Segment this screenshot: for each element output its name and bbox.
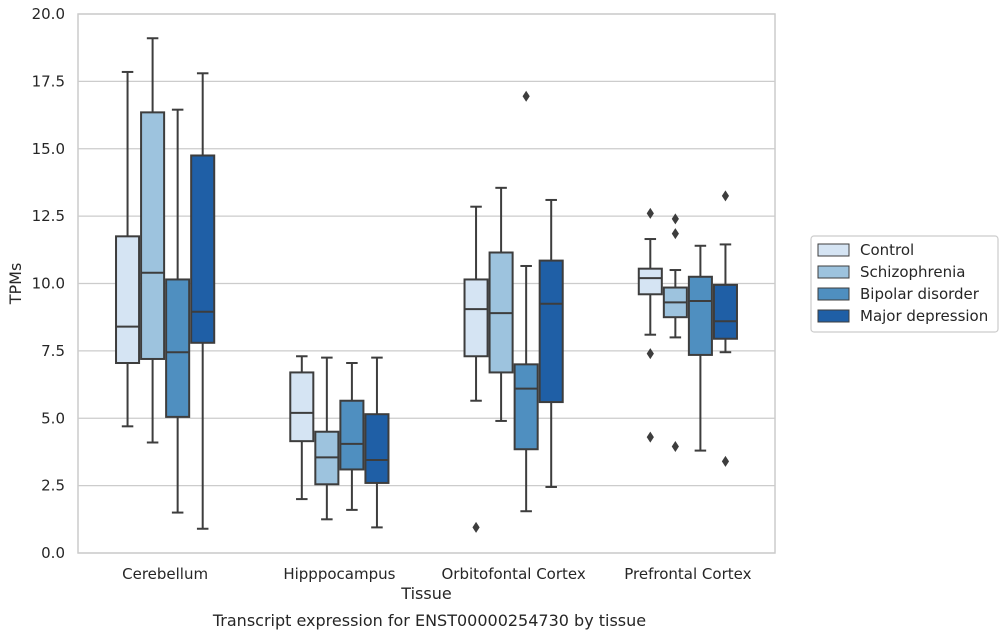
y-tick-label: 15.0 <box>32 140 65 158</box>
y-tick-label: 12.5 <box>32 207 65 225</box>
box-0-1 <box>140 37 166 444</box>
legend-label: Major depression <box>860 307 988 325</box>
box-0-0 <box>115 70 141 428</box>
box-0-2 <box>165 108 191 514</box>
box-3-2 <box>687 244 713 452</box>
outlier-point <box>721 190 730 202</box>
iqr-box <box>289 371 315 443</box>
box-1-1 <box>314 356 340 521</box>
outlier-point <box>646 431 654 443</box>
legend-label: Control <box>860 241 914 259</box>
legend-label: Bipolar disorder <box>860 285 980 303</box>
iqr-box <box>140 111 166 360</box>
box-1-3 <box>364 356 390 529</box>
boxes-layer <box>115 37 738 533</box>
iqr-box <box>513 363 539 451</box>
iqr-box <box>115 235 141 365</box>
box-3-0 <box>637 207 663 443</box>
legend-swatch <box>817 287 850 301</box>
legend-label: Schizophrenia <box>860 263 965 281</box>
y-tick-labels: 0.0 2.5 5.0 7.5 10.0 12.5 15.0 17.5 20.0 <box>32 5 65 562</box>
iqr-box <box>538 259 564 404</box>
y-tick-label: 10.0 <box>32 275 65 293</box>
iqr-box <box>364 413 390 484</box>
x-tick-labels: Cerebellum Hipppocampus Orbitofontal Corte… <box>122 565 751 583</box>
chart-title: Transcript expression for ENST0000025473… <box>212 611 646 630</box>
iqr-box <box>339 399 365 471</box>
outlier-point <box>671 441 679 453</box>
iqr-box <box>463 278 489 358</box>
y-axis-label: TPMs <box>6 263 25 306</box>
iqr-box <box>687 275 713 356</box>
box-3-3 <box>712 190 738 467</box>
outlier-point <box>646 207 654 219</box>
box-2-3 <box>538 198 564 488</box>
outlier-point <box>671 213 679 225</box>
iqr-box <box>190 154 216 344</box>
outlier-point <box>522 90 530 102</box>
box-1-2 <box>339 362 365 511</box>
legend-frame <box>810 235 999 333</box>
box-3-1 <box>662 213 688 453</box>
x-axis-label: Tissue <box>400 584 451 603</box>
iqr-box <box>712 283 738 340</box>
y-tick-label: 20.0 <box>32 5 65 23</box>
box-0-3 <box>190 72 216 530</box>
iqr-box <box>637 267 663 296</box>
x-tick-label: Cerebellum <box>122 565 208 583</box>
outlier-point <box>472 521 480 533</box>
legend-swatch <box>817 265 850 279</box>
outlier-point <box>646 348 654 360</box>
x-tick-label: Hipppocampus <box>283 565 395 583</box>
y-tick-label: 5.0 <box>41 409 65 427</box>
legend-swatch <box>817 309 850 323</box>
x-tick-label: Prefrontal Cortex <box>624 565 751 583</box>
plot-frame <box>77 13 776 554</box>
legend: Control Schizophrenia Bipolar disorder Majo… <box>810 235 999 333</box>
y-tick-label: 17.5 <box>32 72 65 90</box>
y-tick-label: 0.0 <box>41 544 65 562</box>
box-2-2 <box>513 90 539 513</box>
x-tick-label: Orbitofontal Cortex <box>442 565 586 583</box>
box-2-1 <box>488 186 514 422</box>
outlier-point <box>671 228 679 240</box>
y-tick-label: 7.5 <box>41 342 65 360</box>
y-tick-label: 2.5 <box>41 477 65 495</box>
box-2-0 <box>463 205 489 533</box>
outlier-point <box>721 455 730 467</box>
legend-swatch <box>817 243 850 257</box>
box-1-0 <box>289 355 315 501</box>
iqr-box <box>165 278 191 418</box>
